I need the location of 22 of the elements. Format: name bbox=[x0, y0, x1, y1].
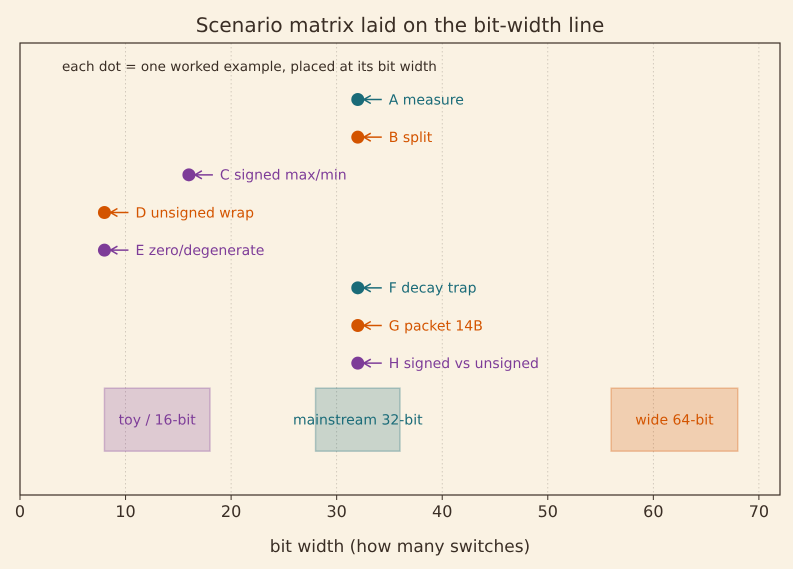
legend-label: B split bbox=[388, 130, 433, 146]
chart-title: Scenario matrix laid on the bit-width line bbox=[196, 13, 604, 37]
x-tick-label: 0 bbox=[14, 502, 26, 521]
x-tick-label: 30 bbox=[326, 502, 347, 521]
band-label: mainstream 32-bit bbox=[292, 412, 424, 429]
legend-label: D unsigned wrap bbox=[135, 205, 254, 222]
legend-label: G packet 14B bbox=[388, 318, 483, 334]
legend-label: A measure bbox=[388, 92, 464, 108]
legend-label: E zero/degenerate bbox=[135, 243, 264, 260]
legend-label: H signed vs unsigned bbox=[388, 356, 539, 372]
annotation: each dot = one worked example, placed at its bit width bbox=[62, 59, 437, 75]
legend-label: F decay trap bbox=[388, 280, 477, 297]
x-tick-label: 50 bbox=[538, 502, 558, 521]
x-axis-title: bit width (how many switches) bbox=[270, 537, 530, 557]
legend-label: C signed max/min bbox=[220, 168, 347, 184]
band-label: wide 64-bit bbox=[635, 412, 714, 429]
x-tick-label: 70 bbox=[748, 502, 770, 521]
band-label: toy / 16-bit bbox=[118, 412, 196, 429]
x-tick-label: 40 bbox=[432, 502, 452, 521]
x-tick-label: 10 bbox=[115, 502, 136, 521]
x-tick-label: 60 bbox=[643, 502, 664, 521]
x-tick-label: 20 bbox=[220, 502, 242, 521]
